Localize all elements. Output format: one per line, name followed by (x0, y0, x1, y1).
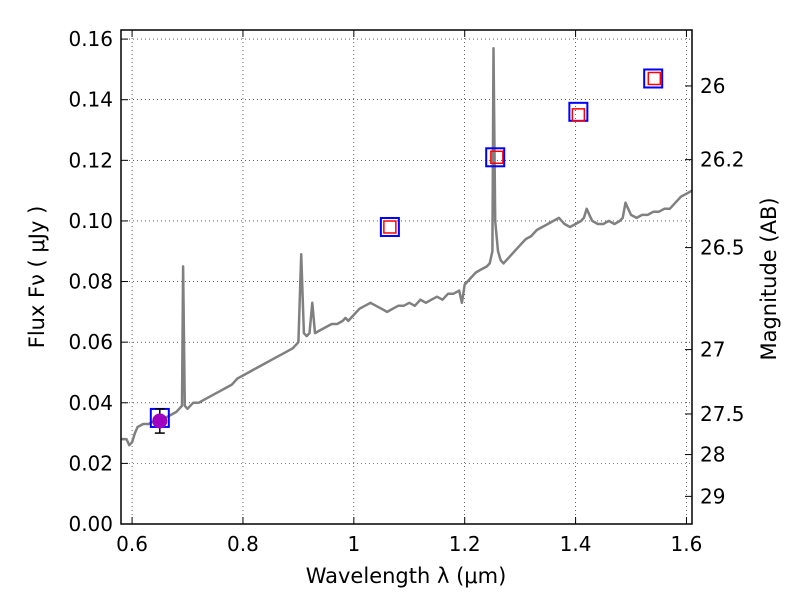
spectrum-line (121, 46, 693, 447)
y-tick-label: 0.00 (68, 512, 113, 536)
x-tick-label: 1.6 (671, 532, 703, 556)
grid (121, 30, 692, 525)
y-tick-label: 0.10 (68, 209, 113, 233)
plot-area-frame (120, 29, 693, 525)
model-square-marker (647, 71, 662, 86)
y-tick-label: 0.14 (68, 88, 113, 112)
y2-axis: 26 26.2 26.5 27 27.5 28 29 (685, 74, 745, 508)
model-square-marker (383, 220, 397, 234)
y-tick-label: 0.16 (68, 27, 113, 51)
photometry-square-marker (379, 216, 400, 237)
x-tick-label: 1.4 (560, 532, 592, 556)
y-tick-label: 0.08 (68, 270, 113, 294)
model-square-marker (490, 150, 504, 165)
model-square-marker (571, 108, 586, 122)
x-tick-label: 0.6 (116, 532, 148, 556)
y-axis-label: Flux Fν ( μJy ) (25, 206, 49, 349)
x-tick-label: 0.8 (227, 532, 259, 556)
photometry-square-marker (485, 147, 506, 168)
y2-tick-label: 26.5 (700, 236, 745, 260)
y-tick-label: 0.04 (68, 391, 113, 415)
y2-tick-label: 27.5 (700, 402, 745, 426)
x-tick-label: 1.2 (449, 532, 481, 556)
observed-data-point (152, 413, 168, 429)
x-axis: 0.6 0.8 1 1.2 1.4 1.6 (116, 30, 702, 556)
y-tick-label: 0.02 (68, 451, 113, 475)
spectrum-layer (121, 46, 693, 447)
y-tick-label: 0.06 (68, 330, 113, 354)
y2-tick-label: 26 (700, 74, 725, 98)
y2-tick-label: 27 (700, 338, 725, 362)
y2-tick-label: 26.2 (700, 148, 745, 172)
y-axis: 0.00 0.02 0.04 0.06 0.08 0.10 0.12 0.14 0.16 (68, 27, 128, 536)
x-axis-label: Wavelength λ (μm) (306, 564, 507, 588)
marker-layer (149, 68, 664, 434)
photometry-square-marker (643, 68, 664, 89)
y2-tick-label: 29 (700, 484, 725, 508)
y-tick-label: 0.12 (68, 148, 113, 172)
y2-tick-label: 28 (700, 443, 725, 467)
y2-axis-label: Magnitude (AB) (757, 197, 781, 360)
x-tick-label: 1 (347, 532, 360, 556)
